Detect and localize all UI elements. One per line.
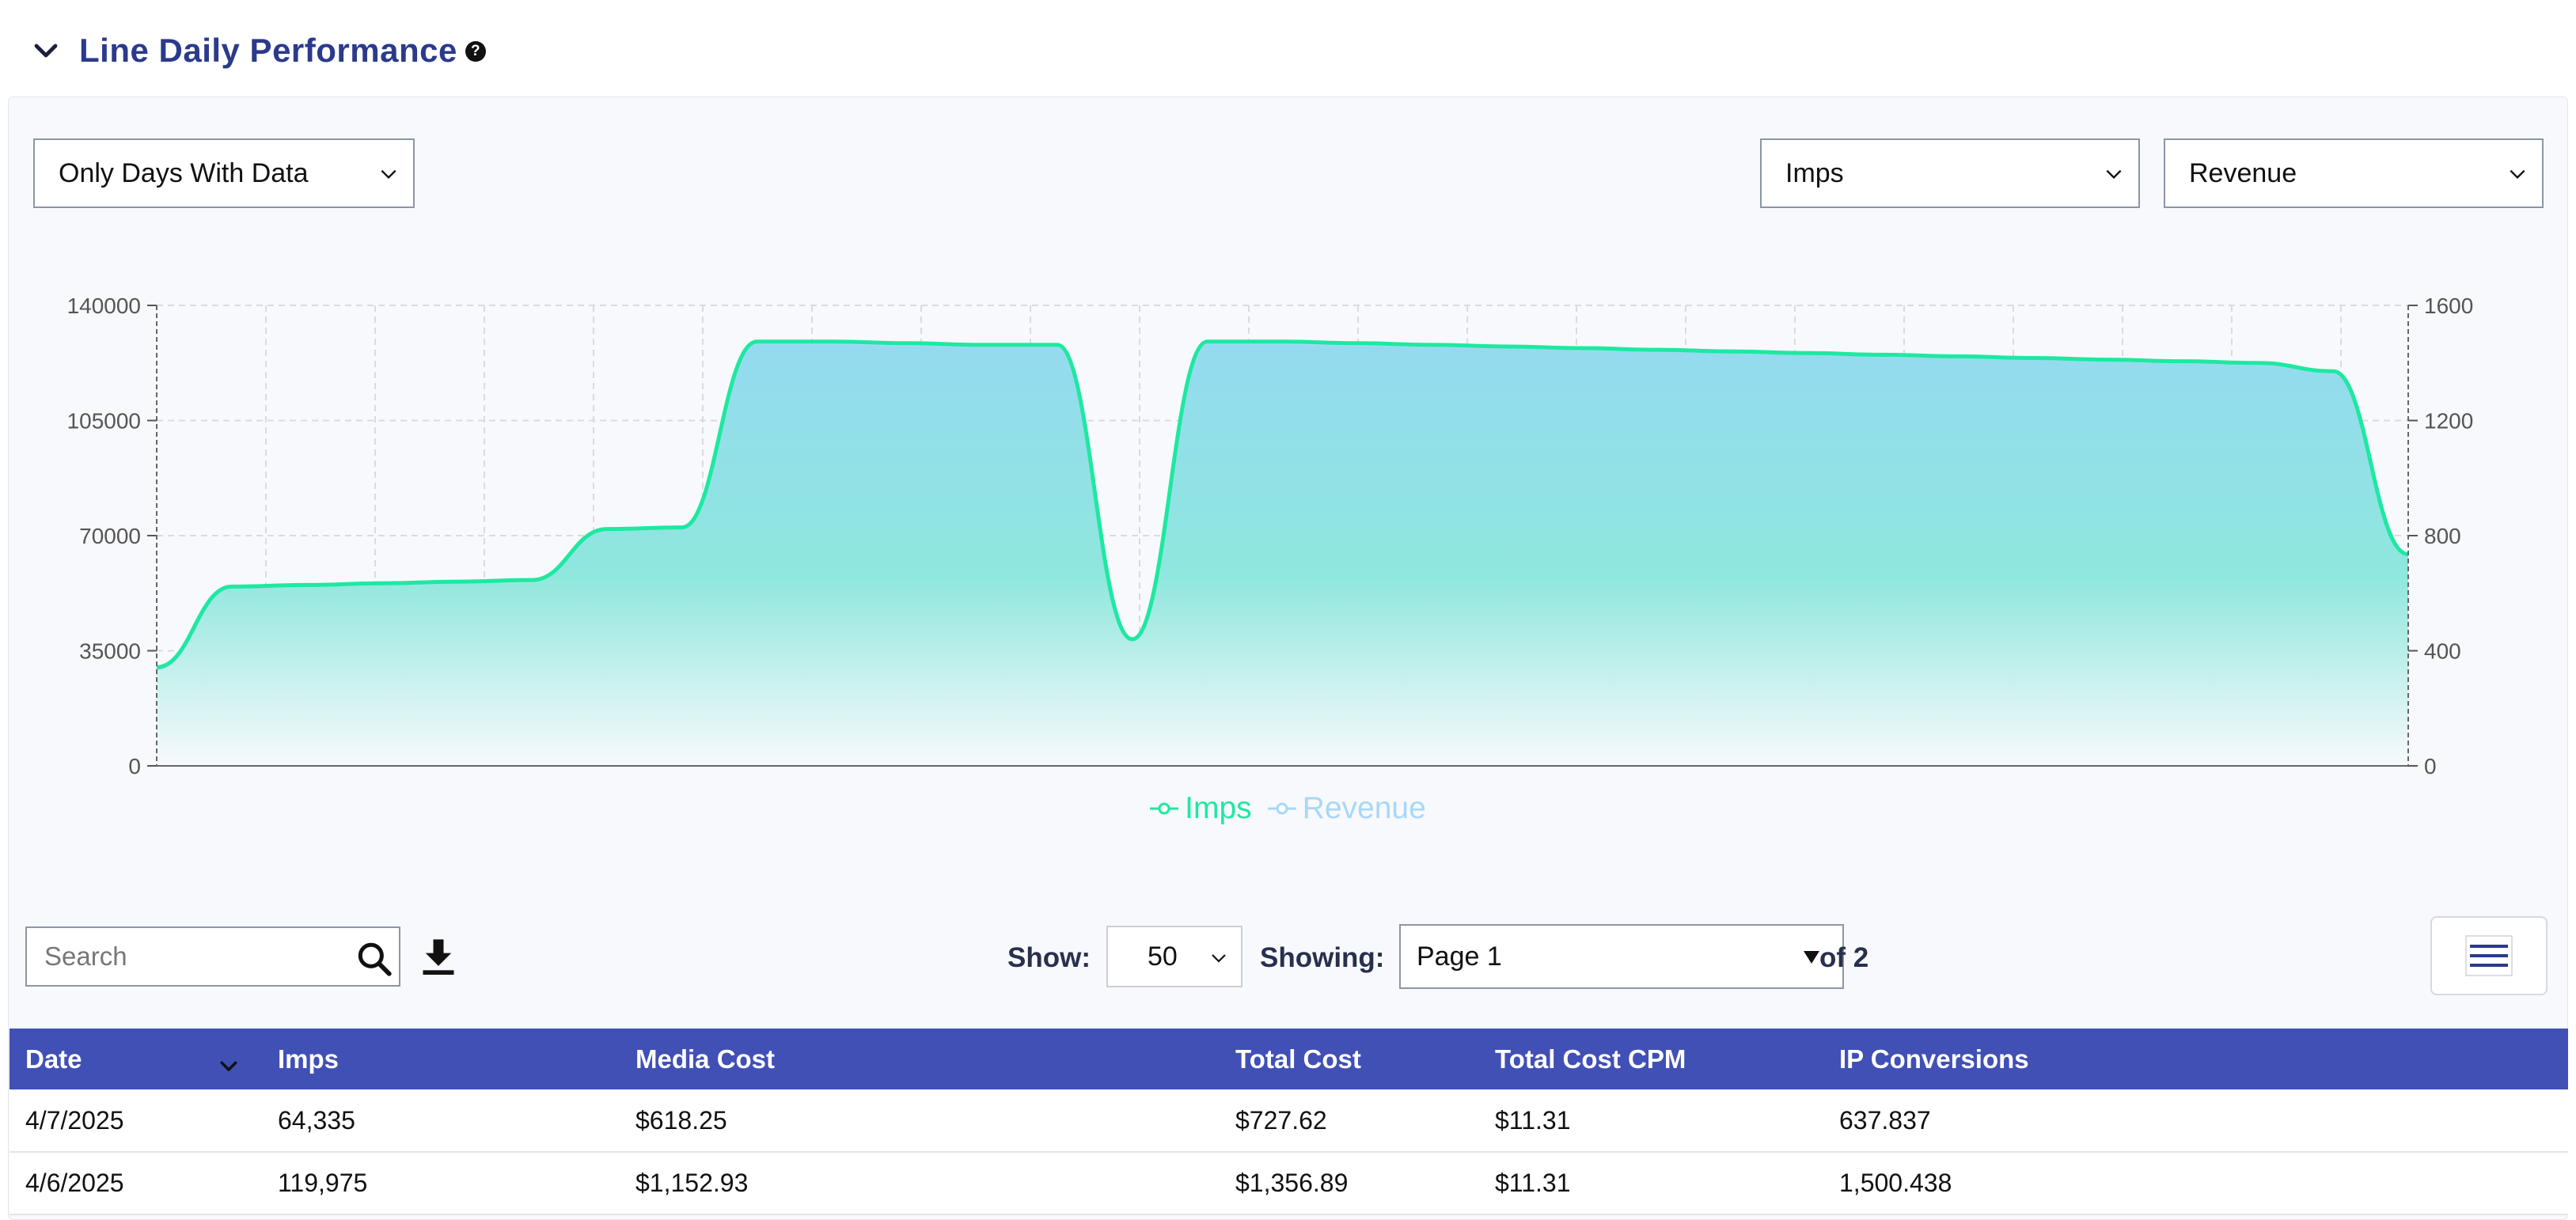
imps-area xyxy=(157,341,2408,766)
page-select[interactable]: Page 1 xyxy=(1399,924,1844,989)
y-left-tick-label: 0 xyxy=(128,754,141,779)
y-right-tick-label: 0 xyxy=(2424,754,2437,779)
legend-item-revenue[interactable]: Revenue xyxy=(1267,791,1426,826)
caret-down-icon xyxy=(1804,951,1819,964)
right-metric-value: Revenue xyxy=(2189,157,2297,188)
page-size-value: 50 xyxy=(1148,941,1178,972)
chevron-down-icon xyxy=(1212,954,1226,963)
chevron-down-icon xyxy=(381,169,396,180)
y-right-tick-label: 800 xyxy=(2424,524,2461,548)
y-right-tick-label: 1600 xyxy=(2424,294,2473,318)
performance-table: Date Imps Media Cost Total Cost Total Co… xyxy=(9,1029,2568,1215)
hamburger-menu-icon xyxy=(2465,935,2513,976)
y-left-tick-label: 35000 xyxy=(79,639,141,664)
chart-series xyxy=(156,339,2409,766)
legend-label-revenue: Revenue xyxy=(1302,791,1426,825)
show-label: Show: xyxy=(1007,942,1091,973)
showing-label: Showing: xyxy=(1260,942,1385,973)
days-filter-select[interactable]: Only Days With Data xyxy=(33,138,415,208)
cell-imps: 119,975 xyxy=(278,1169,368,1197)
left-metric-value: Imps xyxy=(1785,157,1844,188)
section-header[interactable]: Line Daily Performance ? xyxy=(32,30,486,71)
y-right-tick-label: 1200 xyxy=(2424,409,2473,434)
y-right-tick-label: 400 xyxy=(2424,639,2461,664)
left-metric-select[interactable]: Imps xyxy=(1760,138,2140,208)
right-metric-select[interactable]: Revenue xyxy=(2164,138,2544,208)
cell-imps: 64,335 xyxy=(278,1105,355,1135)
cell-total-cost-cpm: $11.31 xyxy=(1495,1169,1571,1197)
col-header-total-cost[interactable]: Total Cost xyxy=(1235,1044,1361,1074)
table-row[interactable]: 4/6/2025 119,975 $1,152.93 $1,356.89 $11… xyxy=(9,1152,2568,1214)
col-header-total-cost-cpm[interactable]: Total Cost CPM xyxy=(1495,1044,1686,1074)
page-count-label: of 2 xyxy=(1819,942,1869,973)
help-icon[interactable]: ? xyxy=(465,41,486,62)
col-header-imps[interactable]: Imps xyxy=(278,1044,340,1074)
y-left-tick-label: 70000 xyxy=(79,524,141,548)
chevron-down-icon[interactable] xyxy=(32,36,60,65)
cell-date: 4/7/2025 xyxy=(25,1105,124,1135)
sort-chevron-icon[interactable] xyxy=(217,1054,241,1078)
section-title: Line Daily Performance xyxy=(79,32,457,69)
search-box[interactable] xyxy=(25,926,400,987)
chart-legend: Imps Revenue xyxy=(0,791,2576,826)
search-input[interactable] xyxy=(27,942,343,972)
dual-axis-area-chart: 0 0 35000 400 70000 800 105000 1200 140000 1600 xyxy=(67,294,2474,779)
col-header-media-cost[interactable]: Media Cost xyxy=(635,1044,776,1074)
legend-label-imps: Imps xyxy=(1185,791,1252,825)
page-select-value: Page 1 xyxy=(1417,941,1502,972)
cell-media-cost: $618.25 xyxy=(635,1105,727,1135)
table-header-row: Date Imps Media Cost Total Cost Total Co… xyxy=(9,1029,2568,1089)
page-size-select[interactable]: 50 xyxy=(1106,926,1242,987)
y-left-tick-label: 105000 xyxy=(67,409,141,434)
col-header-date[interactable]: Date xyxy=(9,1029,262,1089)
cell-media-cost: $1,152.93 xyxy=(635,1169,749,1197)
line-marker-icon xyxy=(1150,802,1179,815)
col-header-ip-conversions[interactable]: IP Conversions xyxy=(1839,1044,2029,1074)
chart-axes: 0 0 35000 400 70000 800 105000 1200 140000 1600 xyxy=(67,294,2474,779)
cell-ip-conversions: 1,500.438 xyxy=(1839,1169,1952,1197)
imps-line xyxy=(156,339,2409,669)
table-row[interactable]: 4/7/2025 64,335 $618.25 $727.62 $11.31 6… xyxy=(9,1089,2568,1152)
cell-date: 4/6/2025 xyxy=(25,1169,124,1197)
cell-ip-conversions: 637.837 xyxy=(1839,1105,1931,1135)
legend-item-imps[interactable]: Imps xyxy=(1150,791,1252,826)
days-filter-value: Only Days With Data xyxy=(59,157,309,188)
line-marker-icon xyxy=(1267,802,1296,815)
chevron-down-icon xyxy=(2510,169,2525,180)
search-icon[interactable] xyxy=(355,939,394,979)
column-menu-button[interactable] xyxy=(2430,916,2548,995)
download-icon[interactable] xyxy=(418,935,459,978)
cell-total-cost: $727.62 xyxy=(1235,1105,1327,1135)
cell-total-cost: $1,356.89 xyxy=(1235,1169,1349,1197)
chevron-down-icon xyxy=(2106,169,2122,180)
y-left-tick-label: 140000 xyxy=(67,294,141,318)
cell-total-cost-cpm: $11.31 xyxy=(1495,1105,1571,1135)
